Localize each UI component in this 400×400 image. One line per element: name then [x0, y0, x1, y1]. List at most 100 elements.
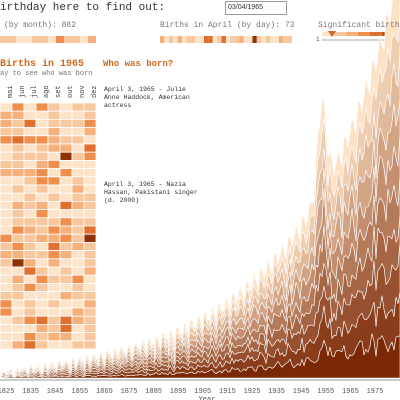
day-bar: [199, 36, 204, 43]
heat-cell: [59, 200, 73, 210]
sig-bar: [342, 32, 346, 36]
day-bar: [226, 36, 231, 43]
heat-cell: [35, 250, 49, 260]
heat-cell: [47, 119, 61, 129]
heat-cell: [47, 323, 61, 333]
heat-cell: [47, 127, 61, 137]
heat-cell: [71, 241, 85, 251]
heat-cell: [0, 110, 13, 120]
heat-cell: [11, 159, 25, 169]
date-input[interactable]: 03/04/1965: [225, 1, 287, 15]
heat-cell: [83, 323, 97, 333]
heat-cell: [59, 307, 73, 317]
heat-cell: [71, 151, 85, 161]
heat-cell: [23, 159, 37, 169]
heat-cell: [0, 102, 13, 112]
heat-cell: [0, 119, 13, 129]
heat-cell: [71, 168, 85, 178]
x-label: Year: [199, 396, 216, 400]
sig-bar: [350, 32, 354, 36]
month-label: set: [55, 85, 63, 98]
day-bar: [265, 36, 270, 43]
heat-cell: [83, 209, 97, 219]
heat-cell: [47, 192, 61, 202]
heat-cell: [35, 192, 49, 202]
heat-cell: [35, 151, 49, 161]
x-tick-label: 1955: [317, 388, 334, 396]
heat-cell: [0, 323, 13, 333]
heat-cell: [59, 250, 73, 260]
heat-cell: [35, 159, 49, 169]
month-label: jun: [19, 85, 27, 98]
heat-cell: [35, 241, 49, 251]
heat-cell: [0, 266, 13, 276]
heat-cell: [47, 233, 61, 243]
significant: Significant births o: [318, 21, 400, 30]
sig-bar: [358, 32, 362, 36]
heat-cell: [35, 225, 49, 235]
heat-cell: [47, 102, 61, 112]
day-bar: [212, 36, 218, 43]
heat-cell: [11, 323, 25, 333]
heat-cell: [47, 291, 61, 301]
month-bar: [32, 36, 40, 43]
heat-cell: [23, 151, 37, 161]
day-bar: [234, 36, 240, 43]
heat-cell: [23, 176, 37, 186]
sig-bar: [334, 32, 338, 36]
heatmap-hint: ay to see who was born: [0, 70, 93, 78]
heat-cell: [35, 184, 49, 194]
heat-cell: [0, 282, 13, 292]
x-tick-label: 1885: [145, 388, 162, 396]
heat-cell: [0, 168, 13, 178]
heat-cell: [83, 282, 97, 292]
heat-cell: [0, 299, 13, 309]
x-tick-label: 1935: [268, 388, 285, 396]
heat-cell: [35, 307, 49, 317]
heat-cell: [0, 332, 13, 342]
heat-cell: [35, 291, 49, 301]
heat-cell: [83, 266, 97, 276]
month-label: ago: [43, 85, 51, 98]
heat-cell: [71, 266, 85, 276]
heat-cell: [47, 168, 61, 178]
heat-cell: [35, 135, 49, 145]
heat-cell: [71, 184, 85, 194]
panel-title: Who was born?: [103, 59, 174, 69]
heat-cell: [11, 217, 25, 227]
heat-cell: [71, 323, 85, 333]
heat-cell: [71, 143, 85, 153]
heat-cell: [35, 127, 49, 137]
heat-cell: [23, 233, 37, 243]
day-bar: [243, 36, 248, 43]
month-bar: [80, 36, 88, 43]
heat-cell: [0, 127, 13, 137]
slider-thumb: [328, 31, 336, 37]
heat-cell: [23, 241, 37, 251]
day-bar: [177, 36, 182, 43]
heat-cell: [71, 127, 85, 137]
heat-cell: [11, 110, 25, 120]
heat-cell: [71, 332, 85, 342]
heat-cell: [47, 143, 61, 153]
month-label: jul: [31, 85, 39, 98]
heat-cell: [0, 151, 13, 161]
heat-cell: [0, 340, 13, 350]
heat-cell: [71, 209, 85, 219]
heat-cell: [11, 274, 25, 284]
heat-cell: [35, 119, 49, 129]
heat-cell: [83, 159, 97, 169]
day-bar: [239, 36, 244, 43]
month-bar: [40, 36, 48, 43]
heat-cell: [47, 299, 61, 309]
sig-bar: [346, 32, 350, 36]
heat-cell: [59, 176, 73, 186]
month-bar: [48, 36, 56, 43]
heat-cell: [35, 323, 49, 333]
heat-cell: [47, 184, 61, 194]
heat-cell: [0, 233, 13, 243]
heat-cell: [23, 250, 37, 260]
x-tick-label: 1945: [293, 388, 310, 396]
heat-cell: [83, 184, 97, 194]
